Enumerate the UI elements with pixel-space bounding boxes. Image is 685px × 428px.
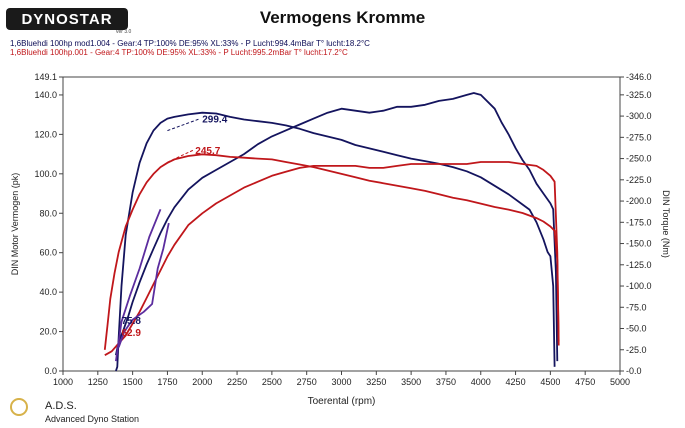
y-right-tick-label: -325.0 <box>626 90 652 100</box>
annotation-label: 75.8 <box>121 316 141 327</box>
series-line-run1-power <box>115 92 559 362</box>
annotation-label: 245.7 <box>195 146 220 157</box>
y-right-axis-label: DIN Torque (Nm) <box>661 190 671 258</box>
y-right-tick-label: -50.0 <box>626 324 647 334</box>
annotation-label: 62.9 <box>121 328 141 339</box>
y-right-tick-label: -75.0 <box>626 302 647 312</box>
series-line-run1-torque <box>115 111 556 372</box>
y-right-tick-label: -300.0 <box>626 111 652 121</box>
chart-title: Vermogens Kromme <box>259 8 426 27</box>
y-right-tick-label: -175.0 <box>626 217 652 227</box>
y-right-tick-label: -275.0 <box>626 132 652 142</box>
y-right-tick-label: -25.0 <box>626 345 647 355</box>
y-right-tick-label: -125.0 <box>626 260 652 270</box>
x-tick-label: 2500 <box>262 377 282 387</box>
dynostar-logo: DYNOSTAR <box>6 8 128 30</box>
x-tick-label: 3000 <box>331 377 351 387</box>
series-line-run1-spool <box>115 208 162 362</box>
x-tick-label: 3750 <box>436 377 456 387</box>
x-tick-label: 1500 <box>123 377 143 387</box>
y-left-tick-label: 140.0 <box>34 90 57 100</box>
y-right-tick-label: -225.0 <box>626 175 652 185</box>
series-line-run2-torque <box>103 153 560 350</box>
x-tick-label: 4750 <box>575 377 595 387</box>
annotation-leader <box>167 118 201 132</box>
x-tick-label: 2000 <box>192 377 212 387</box>
x-axis-label: Toerental (rpm) <box>308 396 376 407</box>
y-left-tick-label: 40.0 <box>39 287 57 297</box>
y-left-tick-label: 0.0 <box>44 366 57 376</box>
y-left-tick-label: 80.0 <box>39 208 57 218</box>
x-tick-label: 5000 <box>610 377 630 387</box>
y-left-tick-label: 149.1 <box>34 72 57 82</box>
footer-full: Advanced Dyno Station <box>45 414 140 424</box>
x-tick-label: 1000 <box>53 377 73 387</box>
x-tick-label: 4500 <box>540 377 560 387</box>
x-tick-label: 2750 <box>297 377 317 387</box>
x-tick-label: 3500 <box>401 377 421 387</box>
footer-abbr: A.D.S. <box>45 400 77 412</box>
y-right-tick-label: -250.0 <box>626 154 652 164</box>
x-tick-label: 4250 <box>506 377 526 387</box>
y-right-tick-label: -0.0 <box>626 366 642 376</box>
y-left-tick-label: 120.0 <box>34 129 57 139</box>
run2-info: 1,6Bluehdi 100hp.001 - Gear:4 TP:100% DE… <box>10 48 348 57</box>
ads-logo-icon <box>10 398 28 416</box>
x-tick-label: 4000 <box>471 377 491 387</box>
y-right-tick-label: -100.0 <box>626 281 652 291</box>
logo-version: ver 3.0 <box>116 29 132 35</box>
y-left-tick-label: 60.0 <box>39 248 57 258</box>
y-left-tick-label: 20.0 <box>39 327 57 337</box>
y-right-tick-label: -346.0 <box>626 72 652 82</box>
y-left-axis-label: DIN Motor Vermogen (pk) <box>10 173 20 276</box>
run1-info: 1,6Bluehdi 100hp mod1.004 - Gear:4 TP:10… <box>10 39 370 48</box>
y-left-tick-label: 100.0 <box>34 169 57 179</box>
x-tick-label: 2250 <box>227 377 247 387</box>
y-right-tick-label: -200.0 <box>626 196 652 206</box>
x-tick-label: 3250 <box>366 377 386 387</box>
annotation-label: 299.4 <box>202 115 227 126</box>
y-right-tick-label: -150.0 <box>626 239 652 249</box>
x-tick-label: 1750 <box>157 377 177 387</box>
series-line-run2-power <box>104 161 560 356</box>
x-tick-label: 1250 <box>88 377 108 387</box>
series-line-run2-spool <box>117 222 170 348</box>
